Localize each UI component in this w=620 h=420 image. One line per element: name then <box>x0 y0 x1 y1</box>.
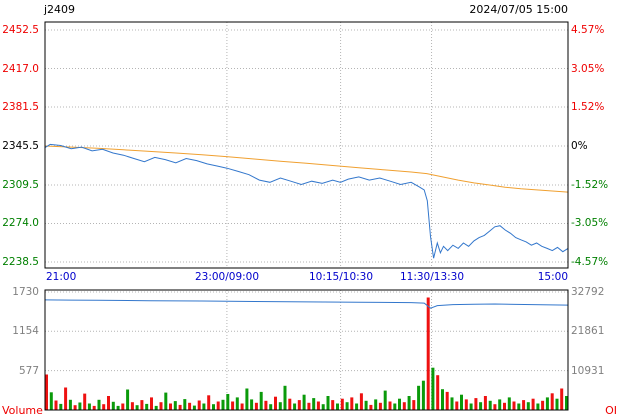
time-axis-label: 10:15/10:30 <box>308 271 374 283</box>
percent-axis-label: -4.57% <box>571 256 609 268</box>
volume-axis-label: 577 <box>18 365 39 377</box>
oi-panel-label: OI <box>605 404 617 417</box>
price-axis-label: 2345.5 <box>2 140 39 152</box>
percent-axis-label: 4.57% <box>571 24 605 36</box>
time-axis-label: 11:30/13:30 <box>399 271 465 283</box>
percent-axis-label: 0% <box>571 140 588 152</box>
price-axis-label: 2274.0 <box>2 217 39 229</box>
oi-axis-label: 10931 <box>571 365 605 377</box>
percent-axis-label: -3.05% <box>571 217 609 229</box>
price-axis-label: 2452.5 <box>2 24 39 36</box>
price-axis-label: 2381.5 <box>2 101 39 113</box>
contract-symbol: j2409 <box>44 3 76 16</box>
oi-axis-label: 21861 <box>571 325 605 337</box>
percent-axis-label: 3.05% <box>571 63 605 75</box>
volume-panel-label: Volume <box>2 404 43 417</box>
oi-axis-label: 32792 <box>571 286 605 298</box>
volume-axis-label: 1730 <box>12 286 39 298</box>
percent-axis-label: 1.52% <box>571 101 605 113</box>
time-axis-label: 15:00 <box>537 271 568 283</box>
percent-axis-label: -1.52% <box>571 179 609 191</box>
price-axis-label: 2417.0 <box>2 63 39 75</box>
datetime-label: 2024/07/05 15:00 <box>469 3 568 16</box>
time-axis-label: 21:00 <box>46 271 77 283</box>
volume-axis-label: 1154 <box>12 325 39 337</box>
price-axis-label: 2309.5 <box>2 179 39 191</box>
time-axis-label: 23:00/09:00 <box>194 271 260 283</box>
price-axis-label: 2238.5 <box>2 256 39 268</box>
